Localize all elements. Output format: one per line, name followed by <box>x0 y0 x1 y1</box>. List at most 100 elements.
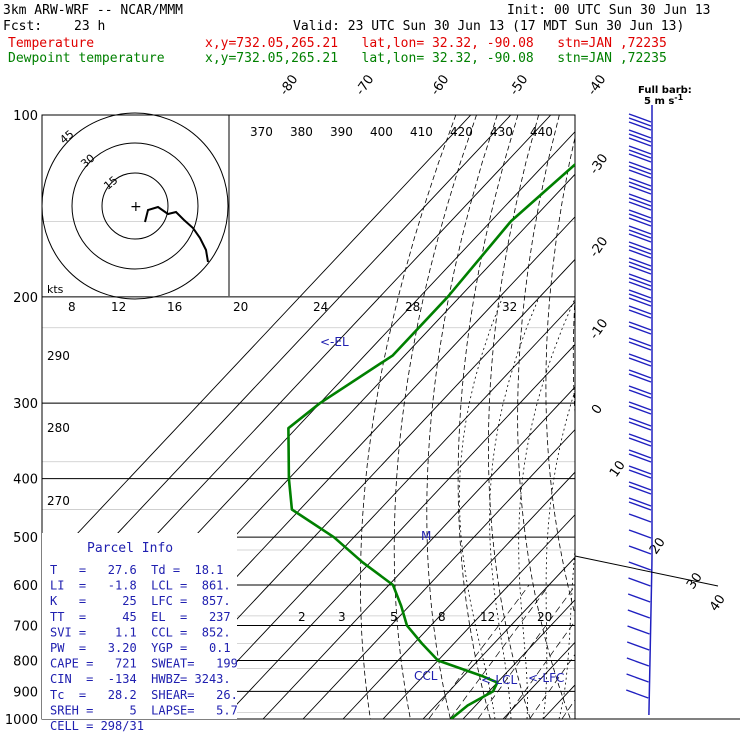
wind-legend-units: 5 m s <box>644 96 674 107</box>
mixing-ratio-line <box>449 584 550 719</box>
wind-barb-tick <box>628 293 652 303</box>
wind-barb-tick <box>628 133 652 143</box>
mixing-ratio-label: 24 <box>313 300 328 314</box>
theta-label: 430 <box>490 125 513 139</box>
parcel-info-row: PW = 3.20 YGP = 0.1 <box>50 641 231 655</box>
theta-label: 420 <box>450 125 473 139</box>
pressure-label: 900 <box>13 685 38 700</box>
wind-barb-tick <box>628 421 652 431</box>
wind-barb-tick <box>628 165 652 175</box>
mixing-ratio-label: 28 <box>405 300 420 314</box>
moist-adiabat <box>518 297 575 719</box>
pressure-label: 1000 <box>5 713 38 728</box>
wind-barb-tick <box>627 609 651 619</box>
wind-barb-tick <box>628 249 652 259</box>
parcel-info-row: LI = -1.8 LCL = 861. <box>50 579 231 593</box>
wind-barb-tick <box>628 373 652 383</box>
isotherm-label: -70 <box>353 72 377 98</box>
isotherm-line <box>583 115 740 719</box>
hodo-center-plus: + <box>130 199 142 215</box>
hodograph: 15 30 45 kts + <box>41 112 230 300</box>
wind-barb-tick <box>628 129 652 139</box>
wind-barb-tick <box>628 321 652 331</box>
wind-barb-tick <box>626 657 650 667</box>
wind-barb-tick <box>628 433 652 443</box>
isotherm-line <box>342 471 575 719</box>
wind-barb-tick <box>628 233 652 243</box>
theta-side-label: 270 <box>47 494 70 508</box>
wind-barb-tick <box>628 577 651 587</box>
dry-adiabat <box>699 115 740 719</box>
mixing-ratio-bottom-label: 2 <box>298 610 306 624</box>
wind-barb-tick <box>626 689 649 699</box>
theta-side-label: 290 <box>47 349 70 363</box>
wind-barb-tick <box>627 625 650 635</box>
dewpoint-profile <box>287 162 575 719</box>
dry-adiabat <box>393 115 477 719</box>
wind-barb-tick <box>628 257 652 267</box>
wind-barb-tick <box>628 357 652 367</box>
hodo-ring-label-15: 15 <box>101 174 120 193</box>
dry-adiabat <box>651 115 740 719</box>
pressure-label: 800 <box>13 654 38 669</box>
wind-barb-tick <box>628 209 652 219</box>
wind-barb-tick <box>628 149 652 159</box>
sounding-annotation: <-LCL <box>481 673 517 687</box>
wind-barb-tick <box>628 449 652 459</box>
wind-barb-tick <box>628 281 652 291</box>
theta-label: 440 <box>530 125 553 139</box>
mixing-ratio-label: 20 <box>233 300 248 314</box>
wind-barb-tick <box>628 169 652 179</box>
pressure-label: 400 <box>13 473 38 488</box>
wind-barb-tick <box>628 529 652 539</box>
sounding-annotation: M <box>421 529 431 543</box>
wind-barb-tick <box>628 561 652 571</box>
wind-barb-tick <box>628 193 652 203</box>
wind-legend-exponent: -1 <box>674 93 683 102</box>
wind-barb-tick <box>628 277 652 287</box>
moist-adiabat <box>574 717 575 719</box>
dry-adiabat <box>626 115 731 719</box>
sounding-annotation: CCL <box>414 669 438 683</box>
dewpoint-location: x,y=732.05,265.21 lat,lon= 32.32, -90.08… <box>205 51 667 66</box>
isotherm-label: 10 <box>607 458 629 480</box>
wind-barb-tick <box>628 405 652 415</box>
pressure-label: 200 <box>13 291 38 306</box>
isotherm-label: 40 <box>707 592 729 614</box>
wind-barb-tick <box>628 185 652 195</box>
isotherm-line <box>382 514 575 719</box>
wind-barb-tick <box>628 401 652 411</box>
parcel-info-box: Parcel Info T = 27.6 Td = 18.1 LI = -1.8 … <box>42 533 238 733</box>
wind-barb-tick <box>628 453 652 463</box>
isotherm-line <box>663 115 740 719</box>
theta-label: 400 <box>370 125 393 139</box>
wind-barb-tick <box>628 469 652 479</box>
isotherm-line <box>142 258 575 719</box>
mixing-ratio-label: 12 <box>111 300 126 314</box>
mixing-ratio-label: 8 <box>68 300 76 314</box>
wind-barb-tick <box>628 273 652 283</box>
isotherm-line <box>302 428 575 719</box>
wind-barb-tick <box>628 309 652 319</box>
dry-adiabat <box>426 115 498 719</box>
isotherm-line <box>542 684 575 719</box>
wind-barb-tick <box>628 289 652 299</box>
isotherm-label: -60 <box>428 72 452 98</box>
pressure-label: 300 <box>13 397 38 412</box>
forecast-hour: 23 h <box>74 19 106 34</box>
wind-barb-tick <box>628 137 652 147</box>
mixing-ratio-line <box>504 620 575 719</box>
theta-side-label: 280 <box>47 421 70 435</box>
pressure-label: 700 <box>13 619 38 634</box>
wind-barb-tick <box>628 197 652 207</box>
isotherm-line <box>422 556 575 719</box>
wind-staff <box>648 105 653 716</box>
isotherm-label: -30 <box>587 151 611 177</box>
hodo-units-label: kts <box>47 283 64 296</box>
theta-label: 410 <box>410 125 433 139</box>
moist-adiabat <box>607 297 740 719</box>
sounding-annotation: <-EL <box>320 335 349 349</box>
dry-adiabat <box>675 115 740 719</box>
wind-barb-tick <box>628 229 652 239</box>
wind-legend-line1: Full barb: <box>638 85 692 96</box>
